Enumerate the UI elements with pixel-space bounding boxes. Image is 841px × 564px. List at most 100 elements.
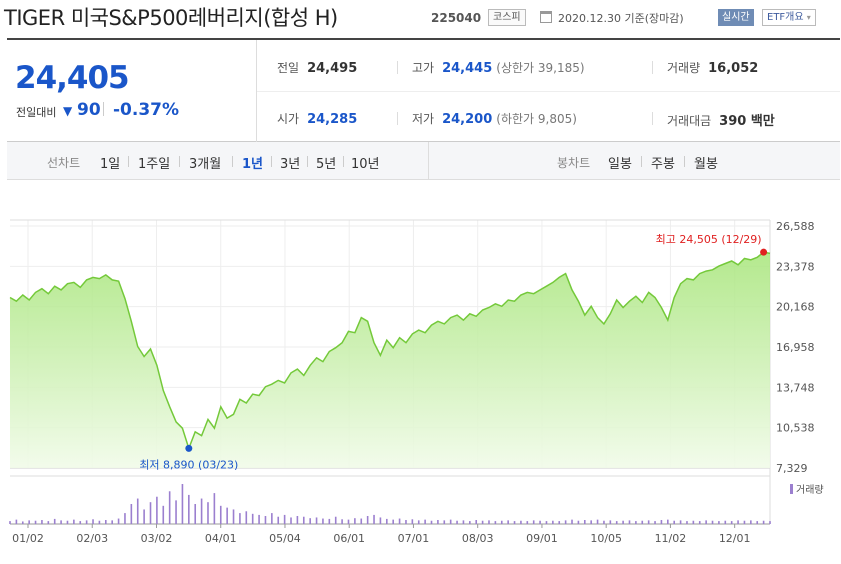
volume-bar (730, 521, 733, 524)
volume-bar (635, 521, 637, 524)
volume-bar (188, 494, 190, 524)
tab-period-1y[interactable]: 1년 (242, 157, 264, 172)
tab-period-3y[interactable]: 3년 (280, 157, 301, 172)
volume-bar (507, 520, 509, 524)
volume-bar (386, 518, 388, 524)
volume-bar (513, 521, 516, 524)
volume-bar (379, 517, 382, 524)
divider (397, 61, 398, 74)
volume-bar (111, 520, 113, 524)
volume-bar (354, 518, 356, 524)
volume-bar (309, 518, 311, 524)
low-label: 최저 8,890 (03/23) (139, 458, 238, 471)
volume-bar (98, 520, 101, 524)
x-tick-label: 09/01 (526, 532, 558, 545)
price-block: 24,405 전일대비 ▼ 90 -0.37% (7, 40, 257, 142)
tab-period-3m[interactable]: 3개월 (189, 157, 222, 172)
volume-bar (673, 520, 676, 524)
stat-volume: 거래량 16,052 (667, 59, 758, 76)
divider (103, 102, 104, 116)
volume-bar (679, 520, 682, 524)
volume-bar (264, 516, 267, 524)
volume-bar (596, 519, 599, 524)
x-tick-label: 01/02 (12, 532, 44, 545)
x-tick-label: 12/01 (719, 532, 751, 545)
tab-period-1d[interactable]: 1일 (100, 157, 121, 172)
volume-bar (571, 519, 573, 524)
volume-bar (737, 520, 739, 524)
volume-bar (424, 519, 426, 524)
etf-overview-button[interactable]: ETF개요 ▾ (762, 9, 816, 26)
volume-bar (219, 505, 222, 524)
change-value: 90 (77, 100, 101, 120)
stat-open: 시가 24,285 (277, 110, 357, 127)
stat-label: 시가 (277, 112, 300, 126)
change-rate: -0.37% (113, 100, 180, 120)
y-tick-label: 16,958 (776, 341, 815, 354)
tab-period-1w[interactable]: 1주일 (138, 157, 171, 172)
stat-trade-amount: 거래대금 390 백만 (667, 110, 775, 129)
y-tick-label: 13,748 (776, 381, 815, 394)
x-tick-label: 07/01 (398, 532, 430, 545)
volume-bar (456, 520, 458, 524)
divider (652, 112, 653, 125)
volume-bar (360, 518, 363, 524)
volume-bar (449, 519, 452, 524)
page-title: TIGER 미국S&P500레버리지(합성 H) (4, 6, 338, 30)
calendar-icon (540, 11, 552, 23)
x-tick-label: 11/02 (655, 532, 687, 545)
volume-bar (577, 520, 580, 524)
tab-period-10y[interactable]: 10년 (351, 157, 380, 172)
volume-bar (277, 516, 280, 524)
volume-bar (60, 520, 62, 524)
stat-sub: (상한가 39,185) (496, 61, 585, 75)
high-label: 최고 24,505 (12/29) (656, 233, 762, 246)
divider (343, 156, 344, 167)
stock-code: 225040 (431, 11, 482, 25)
volume-bar (750, 520, 752, 524)
y-tick-label: 10,538 (776, 422, 815, 435)
volume-bar (200, 498, 203, 524)
price-line (9, 251, 771, 451)
realtime-button[interactable]: 실시간 (718, 9, 754, 26)
volume-bar (583, 520, 586, 524)
price-chart[interactable]: 26,588 23,378 20,168 16,958 13,748 10,538 7,32… (0, 180, 841, 564)
volume-bar (9, 521, 11, 524)
tab-period-5y[interactable]: 5년 (316, 157, 337, 172)
stat-label: 거래대금 (667, 114, 712, 128)
stat-label: 저가 (412, 112, 435, 126)
divider (652, 61, 653, 74)
volume-bar (79, 521, 82, 524)
volume-bar (322, 518, 324, 524)
divider (271, 156, 272, 167)
tab-candle-monthly[interactable]: 월봉 (694, 157, 718, 172)
volume-bar (213, 493, 216, 524)
volume-bar (47, 521, 50, 524)
stat-high: 고가 24,445 (상한가 39,185) (412, 59, 585, 76)
volume-bar (168, 491, 171, 524)
volume-bar (532, 520, 535, 524)
volume-bar (92, 519, 94, 524)
volume-bar (443, 520, 446, 524)
volume-bar (181, 484, 184, 524)
volume-bar (194, 504, 197, 524)
volume-bars (9, 484, 771, 524)
volume-bar (21, 521, 24, 524)
volume-bar (564, 520, 567, 524)
tab-candle-weekly[interactable]: 주봉 (651, 157, 675, 172)
chart-markers: 최고 24,505 (12/29) 최저 8,890 (03/23) (139, 233, 768, 471)
volume-bar (341, 519, 343, 524)
x-tick-label: 04/01 (205, 532, 237, 545)
volume-bar (136, 498, 139, 524)
volume-bar (622, 520, 624, 524)
stat-value: 24,445 (442, 61, 493, 76)
volume-bar (104, 520, 107, 524)
volume-bar (686, 521, 688, 524)
volume-bar (290, 517, 292, 524)
high-marker (760, 248, 768, 256)
tab-candle-daily[interactable]: 일봉 (608, 157, 632, 172)
stat-label: 거래량 (667, 61, 701, 75)
volume-bar (175, 500, 177, 524)
quote-panel: 24,405 전일대비 ▼ 90 -0.37% 전일 24,495 고가 24,44… (7, 38, 840, 142)
volume-bar (609, 520, 612, 524)
